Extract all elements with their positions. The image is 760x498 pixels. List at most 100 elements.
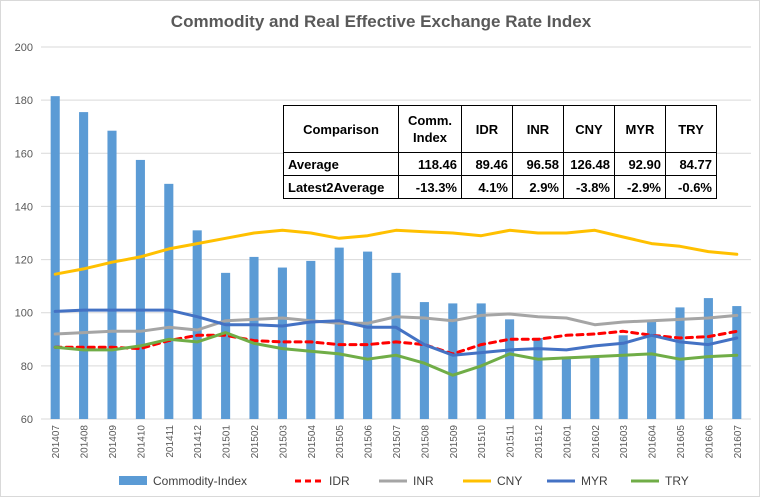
x-tick-label: 201411: [165, 425, 176, 458]
legend: Commodity-Index IDR INR CNY MYR TRY: [119, 474, 689, 488]
y-axis-ticks: 60 80 100 120 140 160 180 200: [15, 42, 33, 426]
x-tick-label: 201409: [108, 425, 119, 459]
legend-label: TRY: [665, 474, 689, 488]
table-cell: 84.77: [665, 152, 717, 176]
x-tick-label: 201502: [250, 425, 261, 459]
x-tick-label: 201606: [704, 425, 715, 459]
legend-item-inr: INR: [379, 474, 434, 488]
table-cell: -0.6%: [665, 175, 717, 199]
bar-201507: [391, 272, 401, 419]
legend-item-idr: IDR: [295, 474, 350, 488]
bar-201504: [306, 260, 316, 419]
table-header-cell: MYR: [614, 105, 666, 153]
bar-201509: [448, 303, 458, 419]
table-cell: -3.8%: [563, 175, 615, 199]
x-tick-label: 201511: [506, 425, 517, 458]
table-cell: -13.3%: [398, 175, 462, 199]
x-tick-label: 201602: [591, 425, 602, 459]
bar-201505: [334, 247, 344, 419]
y-tick-label: 160: [15, 148, 33, 160]
bar-201409: [107, 130, 117, 419]
bar-201407: [50, 96, 60, 420]
bar-201410: [135, 159, 145, 419]
table-header-cell: IDR: [461, 105, 513, 153]
bar-201603: [618, 335, 628, 419]
bar-201607: [732, 306, 742, 419]
x-tick-label: 201509: [449, 425, 460, 459]
x-tick-label: 201601: [562, 425, 573, 459]
x-tick-label: 201504: [307, 425, 318, 459]
bar-201412: [192, 230, 202, 419]
legend-item-try: TRY: [631, 474, 689, 488]
table-header-row: Comparison Comm. Index IDR INR CNY MYR T…: [283, 105, 717, 153]
bar-201502: [249, 256, 259, 419]
x-tick-label: 201510: [477, 425, 488, 459]
bar-series-commodity-index: [50, 96, 742, 420]
line-myr: [53, 308, 739, 357]
line-series: [53, 228, 739, 377]
y-tick-label: 140: [15, 201, 33, 213]
legend-label: IDR: [329, 474, 350, 488]
table-header-cell: CNY: [563, 105, 615, 153]
table-header-cell: Comm. Index: [398, 105, 462, 153]
table-cell: 118.46: [398, 152, 462, 176]
summary-table: Comparison Comm. Index IDR INR CNY MYR T…: [283, 105, 717, 199]
x-axis-ticks: 201407 201408 201409 201410 201411 201412 2015…: [51, 425, 744, 459]
table-cell: Average: [283, 152, 399, 176]
y-tick-label: 80: [21, 361, 33, 373]
legend-label: INR: [413, 474, 434, 488]
y-tick-label: 100: [15, 308, 33, 320]
x-tick-label: 201507: [392, 425, 403, 459]
table-cell: 92.90: [614, 152, 666, 176]
table-cell: 126.48: [563, 152, 615, 176]
bar-201511: [505, 319, 515, 419]
bar-201601: [561, 356, 571, 419]
table-row: Latest2Average -13.3% 4.1% 2.9% -3.8% -2…: [283, 175, 717, 199]
bar-201408: [79, 112, 89, 419]
legend-label: MYR: [581, 474, 608, 488]
x-tick-label: 201607: [733, 425, 744, 459]
x-tick-label: 201605: [676, 425, 687, 459]
table-cell: 4.1%: [461, 175, 513, 199]
line-inr: [53, 312, 739, 336]
x-tick-label: 201603: [619, 425, 630, 459]
x-tick-label: 201505: [335, 425, 346, 459]
x-tick-label: 201604: [648, 425, 659, 459]
bar-201508: [419, 302, 429, 419]
bar-201606: [703, 298, 713, 419]
y-tick-label: 180: [15, 95, 33, 107]
table-header-cell: INR: [512, 105, 564, 153]
legend-label: CNY: [497, 474, 522, 488]
line-try: [53, 331, 739, 377]
bar-201411: [164, 183, 174, 419]
bar-201604: [647, 322, 657, 419]
bar-201605: [675, 307, 685, 419]
legend-item-commodity-index: Commodity-Index: [119, 474, 247, 488]
legend-label: Commodity-Index: [153, 474, 247, 488]
bar-201602: [590, 356, 600, 419]
x-tick-label: 201408: [80, 425, 91, 459]
legend-swatch: [119, 476, 147, 485]
table-cell: 89.46: [461, 152, 513, 176]
table-cell: 96.58: [512, 152, 564, 176]
table-row: Average 118.46 89.46 96.58 126.48 92.90 …: [283, 152, 717, 176]
x-tick-label: 201508: [420, 425, 431, 459]
y-tick-label: 200: [15, 42, 33, 54]
x-tick-label: 201501: [222, 425, 233, 459]
bar-201506: [363, 251, 373, 419]
bar-201503: [277, 267, 287, 419]
x-tick-label: 201503: [278, 425, 289, 459]
bar-201501: [221, 272, 231, 419]
table-cell: -2.9%: [614, 175, 666, 199]
table-header-cell: TRY: [665, 105, 717, 153]
y-tick-label: 120: [15, 255, 33, 267]
legend-item-cny: CNY: [463, 474, 522, 488]
bar-201512: [533, 337, 543, 419]
legend-item-myr: MYR: [547, 474, 608, 488]
y-tick-label: 60: [21, 414, 33, 426]
table-cell: 2.9%: [512, 175, 564, 199]
x-tick-label: 201506: [364, 425, 375, 459]
table-cell: Latest2Average: [283, 175, 399, 199]
x-tick-label: 201512: [534, 425, 545, 459]
